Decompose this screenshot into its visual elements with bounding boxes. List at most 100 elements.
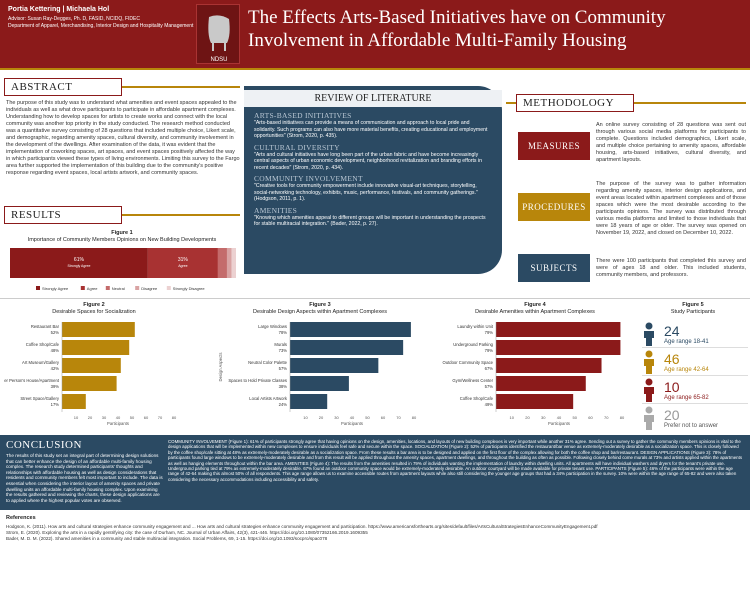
participant-count: 24 (664, 322, 680, 339)
bar-category-label: Agree (178, 264, 187, 268)
figure2-subtitle: Desirable Spaces for Socialization (52, 309, 136, 315)
x-tick-label: 20 (525, 415, 530, 420)
category-label: Restaurant Bar (31, 324, 60, 329)
x-tick-label: 80 (172, 415, 177, 420)
university-logo: NDSU (196, 4, 240, 64)
bar-value-label: 17% (51, 402, 60, 407)
figure2-title: Figure 2 (83, 302, 105, 308)
figure4-title: Figure 4 (524, 302, 546, 308)
participant-row: 46 Age range 42-64 (642, 348, 748, 376)
x-tick-label: 80 (620, 415, 625, 420)
category-label: Spaces to Hold Private Classes (228, 378, 287, 383)
participant-count: 46 (664, 350, 680, 367)
subjects-text: There were 100 participants that complet… (596, 258, 746, 278)
x-tick-label: 60 (588, 415, 593, 420)
bar-value-label: 57% (485, 384, 494, 389)
person-icon (644, 406, 654, 430)
x-axis-label: Participants (548, 421, 570, 426)
x-tick-label: 10 (303, 415, 308, 420)
x-tick-label: 50 (365, 415, 370, 420)
lit-heading-community: COMMUNITY INVOLVEMENT (254, 174, 363, 183)
figure3-title: Figure 3 (309, 302, 331, 308)
x-axis-label: Participants (341, 421, 363, 426)
stacked-bar-segment (226, 248, 232, 278)
method-rule-right (634, 102, 746, 104)
bar (62, 340, 130, 355)
bar-value-label: 49% (485, 402, 494, 407)
x-axis-label: Participants (107, 421, 129, 426)
legend-swatch (166, 286, 171, 290)
bar (290, 394, 328, 409)
lit-heading-arts: ARTS-BASED INITIATIVES (254, 111, 352, 120)
conclusion-heading: CONCLUSION (6, 439, 82, 451)
measures-text: An online survey consisting of 28 questi… (596, 122, 746, 163)
logo-text: NDSU (210, 57, 227, 63)
stacked-bar-segment (217, 248, 227, 278)
bar (496, 376, 586, 391)
methodology-heading: METHODOLOGY (516, 94, 634, 112)
procedures-text: The purpose of the survey was to gather … (596, 181, 746, 236)
x-tick-label: 20 (88, 415, 93, 420)
category-label: Art Museum/Gallery (22, 360, 60, 365)
stacked-bar-segment (10, 248, 148, 278)
figure1-subtitle: Importance of Community Members Opinions… (27, 237, 217, 243)
header-rule (0, 68, 750, 70)
results-heading: RESULTS (4, 206, 122, 224)
stacked-bar-segment (231, 248, 236, 278)
legend-swatch (80, 286, 85, 290)
bar (496, 322, 621, 337)
x-tick-label: 10 (74, 415, 79, 420)
bar (290, 340, 404, 355)
bar-value-label: 78% (279, 330, 288, 335)
bar-value-label: 73% (279, 348, 288, 353)
person-icon (644, 378, 654, 402)
x-tick-label: 50 (573, 415, 578, 420)
participant-row: 24 Age range 18-41 (642, 320, 748, 348)
category-label: Local Artists Artwork (249, 396, 288, 401)
legend-label: Neutral (112, 286, 125, 291)
bar (290, 376, 349, 391)
bar (62, 358, 121, 373)
subjects-label: SUBJECTS (518, 254, 590, 282)
reference-item: Strom, E. (2020). Exploring the arts in … (6, 530, 368, 535)
bar-value-label: 79% (485, 330, 494, 335)
category-label: Gym/Wellness Center (452, 378, 493, 383)
references-heading: References (6, 515, 36, 521)
bar-value-label: 52% (51, 330, 60, 335)
bar-value-label: 57% (279, 366, 288, 371)
literature-panel: REVIEW OF LITERATURE ARTS-BASED INITIATI… (244, 86, 502, 274)
x-tick-label: 70 (396, 415, 401, 420)
category-label: Coffee Shop/Cafe (460, 396, 494, 401)
conclusion-panel: CONCLUSION The results of this study set… (0, 435, 750, 510)
procedures-label: PROCEDURES (518, 193, 590, 221)
bar (290, 358, 379, 373)
lit-text-community: "Creative tools for community empowermen… (254, 183, 478, 202)
x-tick-label: 60 (144, 415, 149, 420)
lit-heading-culture: CULTURAL DIVERSITY (254, 142, 340, 152)
bar-value-label: 39% (51, 384, 60, 389)
x-tick-label: 40 (116, 415, 121, 420)
lit-heading-amenities: AMENITIES (254, 205, 298, 215)
category-label: Laundry within Unit (457, 324, 493, 329)
literature-heading: REVIEW OF LITERATURE (244, 90, 502, 107)
bar (496, 358, 602, 373)
conclusion-text: The results of this study set an integra… (6, 453, 163, 503)
x-tick-label: 10 (510, 415, 515, 420)
legend-swatch (36, 286, 40, 290)
bar-value-label: 61% (74, 257, 85, 263)
bar-value-label: 67% (485, 366, 494, 371)
bar-value-label: 31% (178, 257, 189, 263)
reference-item: Bader, M. D. M. (2022). Shared amenities… (6, 536, 328, 541)
figure1-title: Figure 1 (111, 230, 133, 236)
bar (62, 376, 117, 391)
figure3-subtitle: Desirable Design Aspects within Apartmen… (253, 309, 387, 315)
measures-label: MEASURES (518, 132, 590, 160)
references-panel: References Hodgson, K. (2011). How arts … (0, 512, 750, 600)
method-rule-left (506, 102, 516, 104)
participant-label: Age range 65-82 (664, 394, 709, 401)
participant-label: Prefer not to answer (664, 423, 719, 429)
authors: Portia Kettering | Michaela Hol (8, 6, 110, 13)
category-label: Street Space/Gallery (20, 396, 60, 401)
